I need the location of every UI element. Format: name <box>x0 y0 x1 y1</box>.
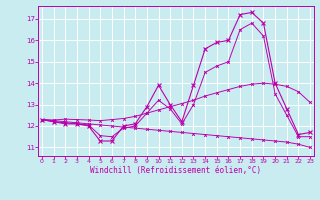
X-axis label: Windchill (Refroidissement éolien,°C): Windchill (Refroidissement éolien,°C) <box>91 166 261 175</box>
